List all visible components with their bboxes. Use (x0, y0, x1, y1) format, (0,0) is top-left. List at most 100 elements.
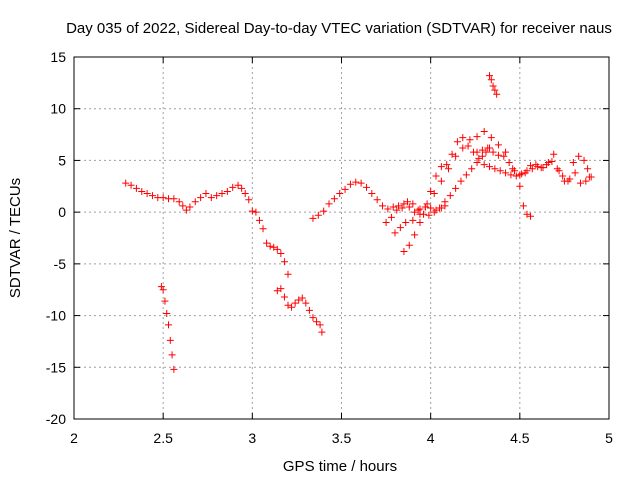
data-point (482, 148, 490, 156)
data-point (400, 200, 408, 208)
data-point (576, 179, 584, 187)
data-point (398, 204, 406, 212)
data-point (373, 196, 381, 204)
data-point (507, 171, 515, 179)
data-point (213, 192, 221, 200)
data-point (569, 158, 577, 166)
data-point (357, 179, 365, 187)
data-point (584, 165, 592, 173)
x-tick-label: 3.5 (332, 430, 352, 446)
data-point (163, 310, 171, 318)
data-point (512, 172, 520, 180)
data-point (575, 152, 583, 160)
data-point (218, 190, 226, 198)
series-arc-7 (400, 134, 593, 255)
data-point (500, 152, 508, 160)
data-point (148, 192, 156, 200)
data-point (486, 72, 494, 80)
y-tick-label: -20 (46, 411, 66, 427)
data-point (423, 200, 431, 208)
data-point (384, 205, 392, 213)
data-point (473, 158, 481, 166)
data-point (505, 158, 513, 166)
data-point (396, 224, 404, 232)
data-point (411, 231, 419, 239)
series-arc-6 (391, 127, 535, 237)
data-point (273, 287, 281, 295)
data-point (170, 195, 178, 203)
data-point (166, 336, 174, 344)
data-point (138, 187, 146, 195)
data-point (127, 181, 135, 189)
data-point (387, 213, 395, 221)
x-tick-label: 4.5 (510, 430, 530, 446)
data-point (402, 218, 410, 226)
data-point (527, 162, 535, 170)
data-point (400, 247, 408, 255)
data-point (489, 148, 497, 156)
series-arc-1 (122, 179, 292, 278)
x-tick-label: 2.5 (153, 430, 173, 446)
data-point (273, 245, 281, 253)
data-point (309, 314, 317, 322)
data-point (252, 208, 260, 216)
data-point (277, 285, 285, 293)
data-point (510, 167, 518, 175)
data-point (502, 169, 510, 177)
data-point (416, 218, 424, 226)
data-point (409, 216, 417, 224)
data-point (259, 225, 267, 233)
data-point (430, 208, 438, 216)
data-point (478, 146, 486, 154)
grid-lines (74, 57, 609, 419)
data-point (480, 127, 488, 135)
data-point (143, 190, 151, 198)
data-point (550, 150, 558, 158)
axis-ticks: 2 2.5 3 3.5 4 4.5 5 -20 -15 -10 -5 0 5 10 15 (46, 49, 613, 446)
data-point (587, 173, 595, 181)
data-point (255, 216, 263, 224)
data-point (280, 258, 288, 266)
data-point (207, 194, 215, 202)
y-tick-label: 10 (50, 101, 66, 117)
data-point (441, 198, 449, 206)
data-point (197, 194, 205, 202)
data-point (284, 270, 292, 278)
data-point (427, 204, 435, 212)
data-point (341, 185, 349, 193)
data-point (157, 283, 165, 291)
data-point (487, 76, 495, 84)
data-point (266, 242, 274, 250)
data-point (291, 299, 299, 307)
x-tick-label: 2 (70, 430, 78, 446)
y-tick-label: 15 (50, 49, 66, 65)
data-point (179, 202, 187, 210)
data-point (409, 200, 417, 208)
data-point (263, 239, 271, 247)
data-point (437, 163, 445, 171)
data-point (241, 190, 249, 198)
data-point (280, 293, 288, 301)
data-point (480, 161, 488, 169)
data-point (320, 207, 328, 215)
data-point (318, 328, 326, 336)
data-point (437, 177, 445, 185)
x-tick-label: 5 (605, 430, 613, 446)
data-point (362, 183, 370, 191)
data-point (582, 177, 590, 185)
data-point (382, 218, 390, 226)
data-point (491, 86, 499, 94)
data-point (443, 161, 451, 169)
data-point (527, 212, 535, 220)
y-tick-label: -10 (46, 308, 66, 324)
data-point (478, 152, 486, 160)
data-point (425, 211, 433, 219)
series-arc-9 (486, 72, 501, 98)
data-point (298, 294, 306, 302)
data-point (521, 169, 529, 177)
data-point (248, 207, 256, 215)
data-point (325, 200, 333, 208)
data-point (314, 211, 322, 219)
data-point (452, 184, 460, 192)
data-point (165, 321, 173, 329)
